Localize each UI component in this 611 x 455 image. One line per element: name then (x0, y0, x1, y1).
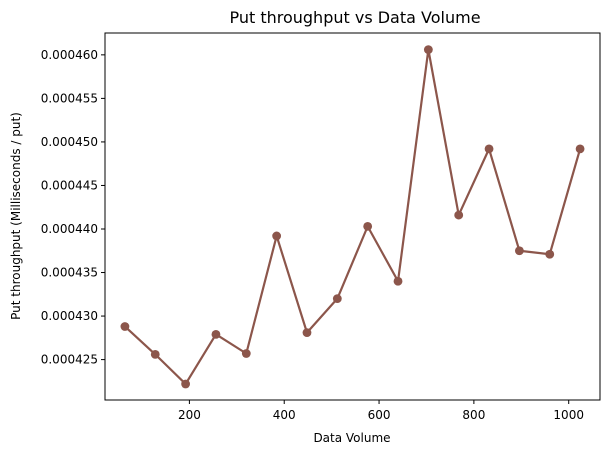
data-point (332, 294, 342, 304)
x-tick-label: 200 (178, 408, 201, 422)
data-point (484, 144, 494, 154)
data-point (423, 45, 433, 55)
y-axis: 0.000425 0.000430 0.000435 0.000440 0.000445… (41, 48, 105, 367)
plot-area (104, 32, 601, 401)
data-point (514, 246, 524, 256)
data-point (363, 221, 373, 231)
x-tick-label: 400 (273, 408, 296, 422)
data-point (181, 379, 191, 389)
x-tick-label: 1000 (553, 408, 584, 422)
series-layer (120, 45, 585, 389)
y-tick-label: 0.000430 (41, 309, 98, 323)
y-axis-label: Put throughput (Milliseconds / put) (9, 112, 23, 320)
data-point (272, 231, 282, 241)
y-tick-label: 0.000425 (41, 353, 98, 367)
y-tick-label: 0.000435 (41, 266, 98, 280)
data-point (454, 210, 464, 220)
y-tick-label: 0.000455 (41, 91, 98, 105)
x-tick-label: 600 (368, 408, 391, 422)
y-tick-label: 0.000440 (41, 222, 98, 236)
x-axis-label: Data Volume (313, 431, 390, 445)
data-point (150, 349, 160, 359)
series-line (124, 48, 582, 386)
data-point (575, 144, 585, 154)
x-tick-label: 800 (462, 408, 485, 422)
y-tick-label: 0.000450 (41, 135, 98, 149)
chart-title: Put throughput vs Data Volume (229, 8, 480, 27)
data-point (120, 322, 130, 331)
x-axis: 200 400 600 800 1000 (178, 400, 584, 422)
data-point (211, 329, 221, 339)
data-point (545, 249, 555, 259)
y-tick-label: 0.000460 (41, 48, 98, 62)
data-point (302, 328, 312, 338)
data-point (393, 276, 403, 286)
data-point (241, 349, 251, 358)
y-tick-label: 0.000445 (41, 178, 98, 192)
